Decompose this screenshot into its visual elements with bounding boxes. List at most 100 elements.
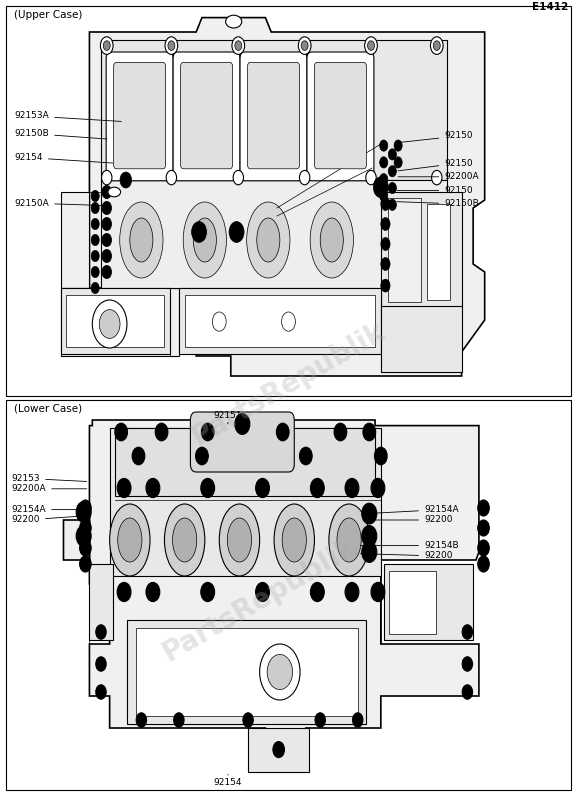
FancyBboxPatch shape [314,62,366,169]
Ellipse shape [310,202,353,278]
Text: 92154A: 92154A [12,505,80,514]
Circle shape [394,157,402,168]
Text: 92150: 92150 [398,158,473,171]
Circle shape [91,250,99,262]
Bar [185,295,375,347]
Polygon shape [61,192,89,288]
Ellipse shape [130,218,153,262]
Circle shape [102,266,111,278]
Ellipse shape [164,504,205,576]
Circle shape [76,502,91,522]
Bar [381,192,462,308]
Circle shape [260,644,300,700]
Bar [89,564,113,640]
Circle shape [388,199,396,210]
Circle shape [345,478,359,498]
Text: 92200: 92200 [12,515,80,525]
FancyBboxPatch shape [307,52,374,181]
Bar [101,180,447,288]
Bar [179,288,381,354]
Circle shape [102,234,111,246]
Circle shape [353,713,363,727]
Text: 92154: 92154 [213,774,242,787]
Circle shape [168,41,175,50]
FancyBboxPatch shape [248,62,299,169]
Circle shape [478,556,489,572]
Text: (Upper Case): (Upper Case) [14,10,83,19]
Circle shape [102,218,111,230]
FancyBboxPatch shape [240,52,307,181]
Circle shape [146,582,160,602]
Text: 92200A: 92200A [12,484,87,494]
Circle shape [365,37,377,54]
Circle shape [92,300,127,348]
Bar [66,295,164,347]
Circle shape [374,447,387,465]
Bar [127,620,366,724]
Circle shape [91,202,99,214]
Ellipse shape [183,202,226,278]
Circle shape [478,540,489,556]
Circle shape [381,218,390,230]
Circle shape [310,478,324,498]
Text: E1412: E1412 [532,2,568,12]
Circle shape [478,520,489,536]
Circle shape [235,41,242,50]
Circle shape [132,447,145,465]
Circle shape [267,654,293,690]
Circle shape [371,582,385,602]
Bar [101,40,447,180]
Text: 92154: 92154 [14,153,113,163]
Circle shape [299,170,310,185]
Circle shape [373,177,388,198]
Polygon shape [63,420,479,748]
Bar [136,628,358,716]
Bar [61,192,170,356]
Circle shape [380,157,388,168]
Circle shape [102,250,111,262]
Circle shape [115,423,128,441]
Ellipse shape [193,218,216,262]
Bar [115,428,375,496]
Bar [6,400,571,790]
Circle shape [96,685,106,699]
Circle shape [462,685,473,699]
Text: 92154B: 92154B [361,541,459,550]
Circle shape [366,170,376,185]
Circle shape [310,582,324,602]
Text: (Lower Case): (Lower Case) [14,403,83,413]
Circle shape [273,742,284,758]
Circle shape [155,423,168,441]
Text: 92150B: 92150B [397,199,479,209]
Circle shape [388,149,396,160]
FancyBboxPatch shape [106,52,173,181]
Circle shape [362,503,377,524]
Circle shape [229,222,244,242]
Circle shape [368,41,374,50]
Circle shape [381,198,390,210]
Bar [61,288,170,354]
Circle shape [96,625,106,639]
Circle shape [363,423,376,441]
Circle shape [381,238,390,250]
Ellipse shape [247,202,290,278]
Circle shape [80,500,91,516]
Circle shape [80,540,91,556]
Circle shape [388,166,396,177]
Circle shape [233,170,243,185]
Ellipse shape [219,504,260,576]
Circle shape [380,190,388,202]
Text: 92154A: 92154A [369,505,459,514]
Circle shape [433,41,440,50]
Circle shape [380,140,388,151]
Circle shape [362,526,377,546]
Bar [110,428,381,576]
Circle shape [430,37,443,54]
Circle shape [478,500,489,516]
Circle shape [91,190,99,202]
Bar [388,198,421,302]
Circle shape [146,478,160,498]
Circle shape [381,279,390,292]
Circle shape [120,172,132,188]
Circle shape [256,478,269,498]
